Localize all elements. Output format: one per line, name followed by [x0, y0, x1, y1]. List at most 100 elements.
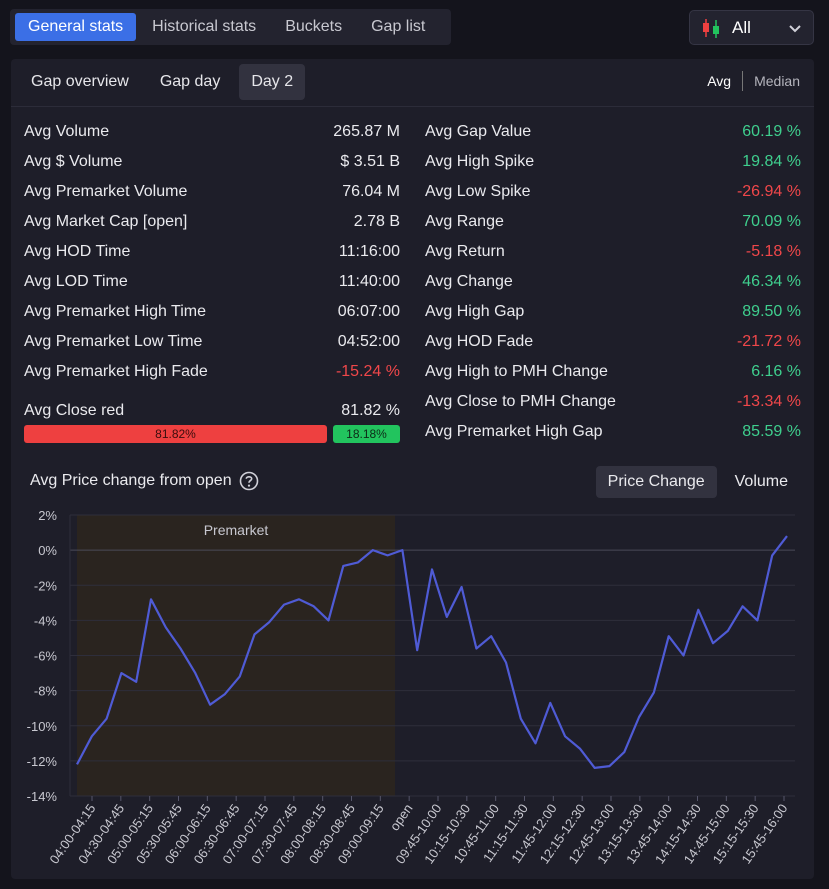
sub-tabs: Gap overview Gap day Day 2 — [19, 64, 312, 100]
stat-value: -13.34 % — [736, 393, 801, 410]
tab-volume[interactable]: Volume — [734, 473, 788, 490]
median-toggle[interactable]: Median — [754, 73, 800, 89]
stat-row: Avg Premarket Low Time 04:52:00 — [24, 332, 400, 352]
stat-value: 89.50 % — [742, 303, 801, 320]
stat-value: 06:07:00 — [337, 303, 400, 320]
stat-value: 81.82 % — [341, 402, 400, 419]
stat-label: Avg High Spike — [425, 153, 535, 170]
stat-row: Avg Premarket High Gap 85.59 % — [425, 422, 801, 442]
tab-gap-list[interactable]: Gap list — [371, 18, 426, 35]
stat-label: Avg High to PMH Change — [425, 363, 608, 380]
stat-value: -5.18 % — [745, 243, 801, 260]
top-tabs: General stats Historical stats Buckets G… — [10, 9, 451, 45]
y-tick-label: -10% — [27, 719, 58, 734]
tab-gap-overview[interactable]: Gap overview — [31, 73, 129, 90]
stat-label: Avg Volume — [24, 123, 110, 140]
stat-value: 04:52:00 — [337, 333, 400, 350]
y-tick-label: -14% — [27, 789, 58, 804]
stat-value: 70.09 % — [742, 213, 801, 230]
stat-row: Avg Range 70.09 % — [425, 212, 801, 232]
stat-label: Avg Close to PMH Change — [425, 393, 616, 410]
stat-row: Avg Premarket High Fade -15.24 % — [24, 362, 400, 382]
stat-value: 265.87 M — [333, 123, 400, 140]
stat-value: 11:16:00 — [338, 243, 400, 260]
stat-label: Avg Return — [425, 243, 505, 260]
y-tick-label: -4% — [34, 613, 58, 628]
stat-row: Avg HOD Time 11:16:00 — [24, 242, 400, 262]
stat-label: Avg Gap Value — [425, 123, 532, 140]
stat-label: Avg HOD Time — [24, 243, 131, 260]
stat-label: Avg Range — [425, 213, 504, 230]
chart-title-text: Avg Price change from open — [30, 472, 232, 489]
stat-label: Avg Change — [425, 273, 513, 290]
tab-historical-stats[interactable]: Historical stats — [152, 18, 257, 35]
stat-row: Avg Close to PMH Change -13.34 % — [425, 392, 801, 412]
y-tick-label: -6% — [34, 649, 58, 664]
close-green-bar: 18.18% — [333, 425, 400, 443]
stat-row: Avg Gap Value 60.19 % — [425, 122, 801, 142]
stat-label: Avg Premarket High Fade — [24, 363, 208, 380]
tab-buckets[interactable]: Buckets — [285, 18, 343, 35]
price-change-line — [76, 535, 788, 769]
stat-value: -15.24 % — [335, 363, 400, 380]
y-tick-label: 2% — [38, 508, 57, 523]
stat-value: $ 3.51 B — [340, 153, 400, 170]
stat-label: Avg HOD Fade — [425, 333, 534, 350]
stat-value: 60.19 % — [742, 123, 801, 140]
stat-value: 2.78 B — [353, 213, 400, 230]
avg-median-toggle: Avg Median — [707, 71, 800, 91]
y-tick-label: -8% — [34, 684, 58, 699]
stat-row: Avg Low Spike -26.94 % — [425, 182, 801, 202]
stat-value: 6.16 % — [751, 363, 801, 380]
stat-value: -26.94 % — [736, 183, 801, 200]
stat-row: Avg Return -5.18 % — [425, 242, 801, 262]
stat-row: Avg $ Volume $ 3.51 B — [24, 152, 400, 172]
stat-value: 11:40:00 — [338, 273, 400, 290]
tab-price-change[interactable]: Price Change — [595, 466, 717, 498]
stat-row: Avg Volume 265.87 M — [24, 122, 400, 142]
stat-label: Avg LOD Time — [24, 273, 128, 290]
stat-label: Avg Premarket Volume — [24, 183, 188, 200]
stat-value: 85.59 % — [742, 423, 801, 440]
stat-row: Avg Premarket Volume 76.04 M — [24, 182, 400, 202]
divider — [742, 71, 744, 91]
stat-row: Avg Premarket High Time 06:07:00 — [24, 302, 400, 322]
stat-label: Avg Premarket Low Time — [24, 333, 203, 350]
y-tick-label: 0% — [38, 543, 57, 558]
stat-row: Avg High Spike 19.84 % — [425, 152, 801, 172]
stat-value: 46.34 % — [742, 273, 801, 290]
chevron-down-icon — [789, 24, 801, 32]
stat-row: Avg HOD Fade -21.72 % — [425, 332, 801, 352]
stat-value: -21.72 % — [736, 333, 801, 350]
help-icon[interactable] — [239, 471, 259, 491]
stat-row: Avg High to PMH Change 6.16 % — [425, 362, 801, 382]
stat-label: Avg $ Volume — [24, 153, 123, 170]
stat-value: 19.84 % — [742, 153, 801, 170]
stat-row: Avg Change 46.34 % — [425, 272, 801, 292]
x-tick-label: open — [387, 801, 416, 833]
divider — [11, 106, 814, 107]
stat-row: Avg LOD Time 11:40:00 — [24, 272, 400, 292]
stat-label: Avg Close red — [24, 402, 125, 419]
stat-label: Avg High Gap — [425, 303, 525, 320]
tab-general-stats[interactable]: General stats — [15, 13, 137, 41]
avg-toggle[interactable]: Avg — [707, 73, 732, 89]
tab-gap-day[interactable]: Gap day — [159, 73, 221, 90]
y-tick-label: -12% — [27, 754, 58, 769]
close-red-bar: 81.82% — [24, 425, 327, 443]
filter-label: All — [732, 17, 751, 37]
tab-day-2[interactable]: Day 2 — [239, 64, 306, 100]
candlestick-icon — [703, 18, 719, 38]
chart-title: Avg Price change from open — [30, 471, 259, 491]
stat-label: Avg Market Cap [open] — [24, 213, 188, 230]
stat-label: Avg Premarket High Gap — [425, 423, 603, 440]
close-red-stat: Avg Close red 81.82 % — [24, 401, 400, 421]
premarket-label: Premarket — [204, 522, 269, 538]
stat-label: Avg Premarket High Time — [24, 303, 206, 320]
stat-label: Avg Low Spike — [425, 183, 531, 200]
stat-row: Avg Market Cap [open] 2.78 B — [24, 212, 400, 232]
stat-row: Avg High Gap 89.50 % — [425, 302, 801, 322]
y-tick-label: -2% — [34, 578, 58, 593]
filter-dropdown[interactable]: All — [689, 10, 814, 45]
